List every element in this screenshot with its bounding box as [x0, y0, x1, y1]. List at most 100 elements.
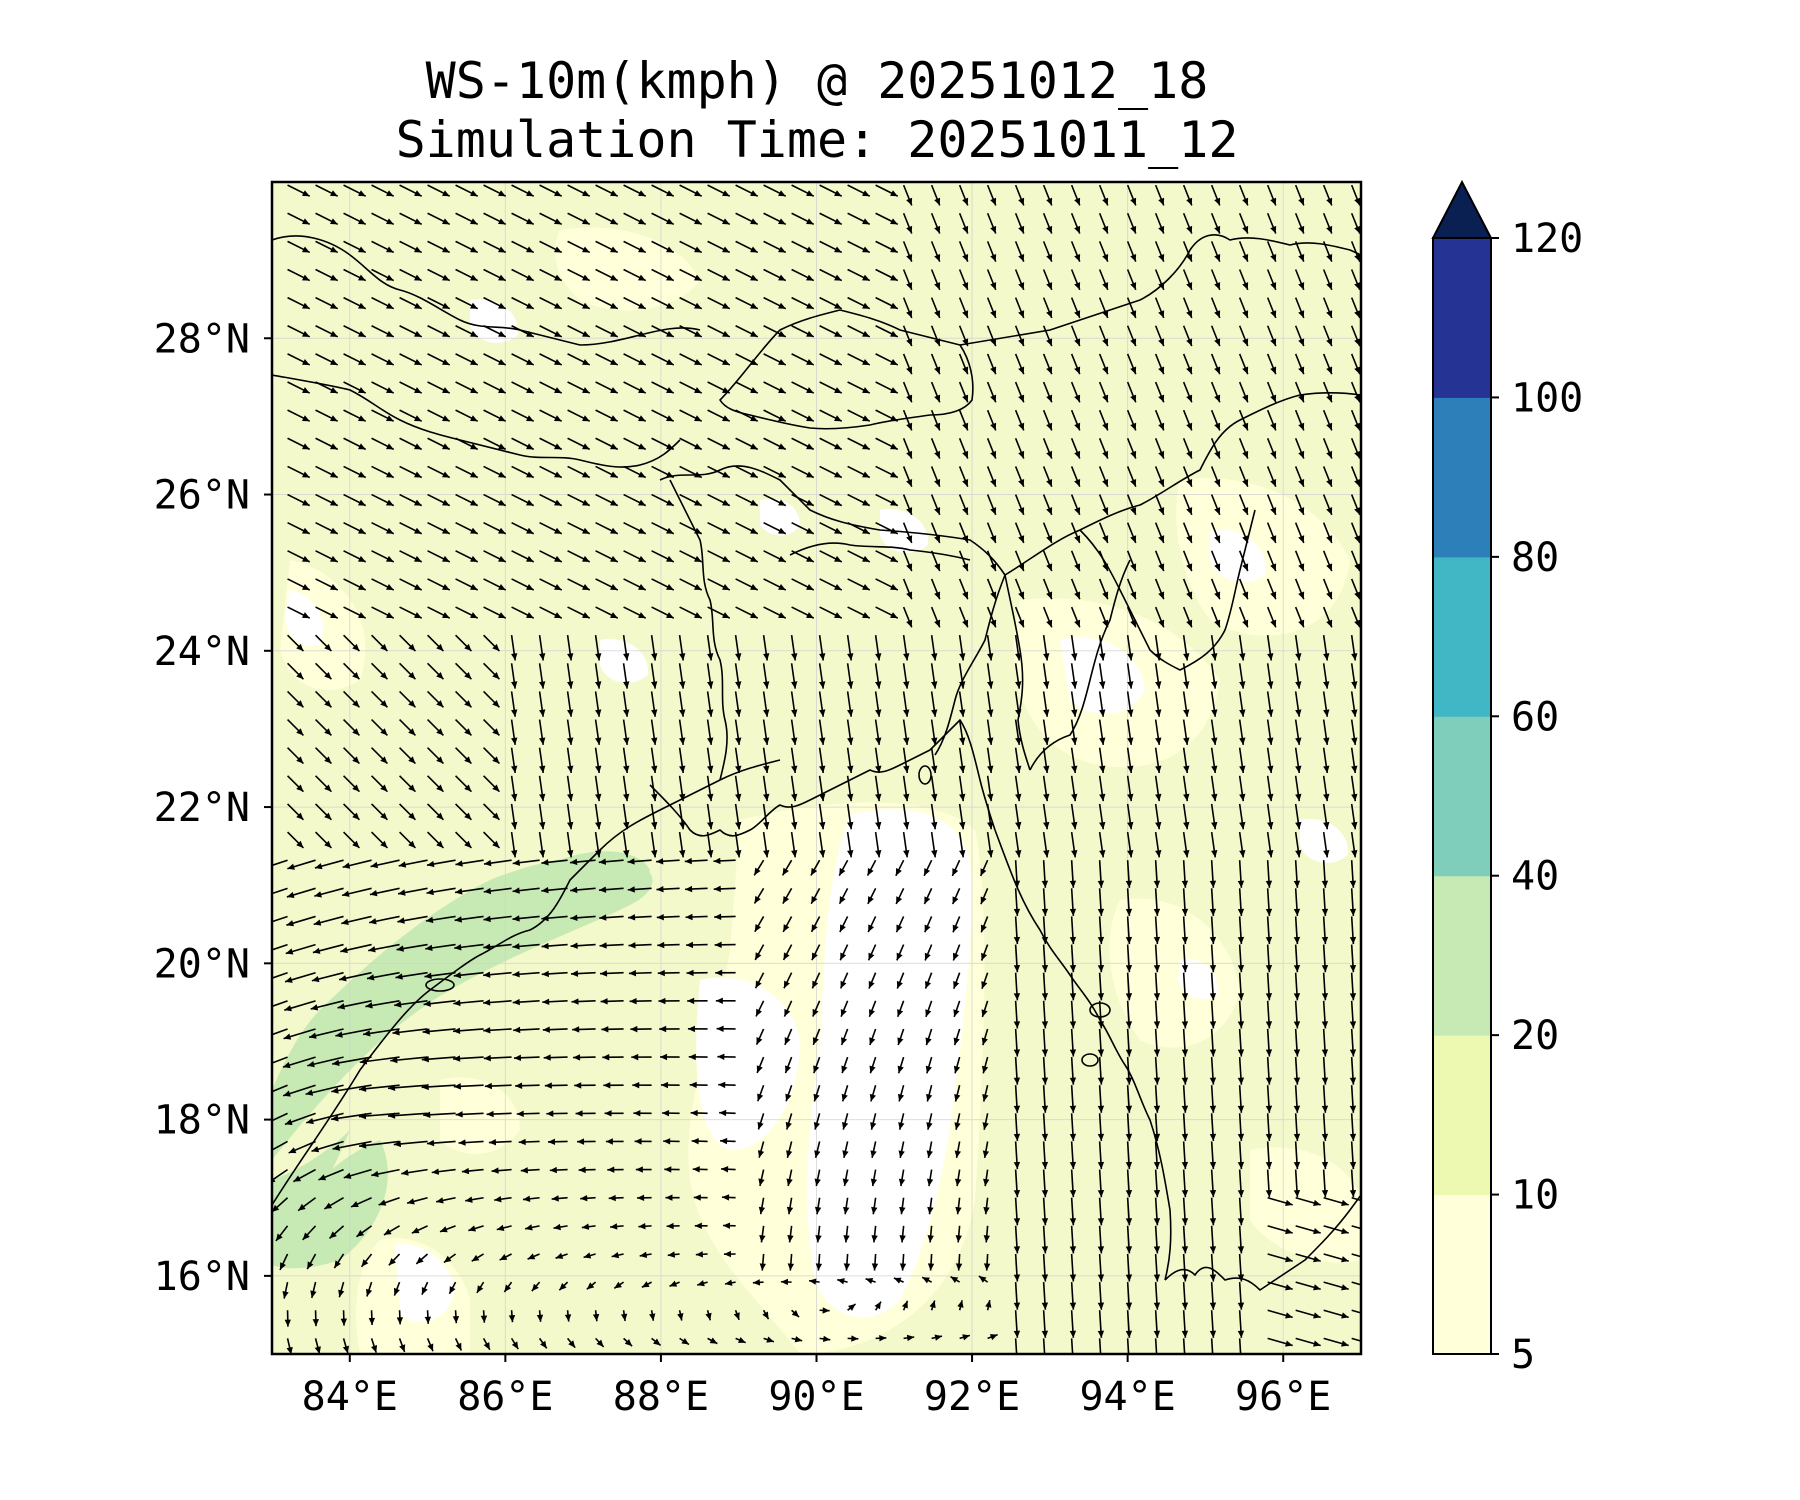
wind-vector-1250	[343, 437, 367, 451]
wind-vector-179	[927, 1225, 934, 1243]
wind-vector-230	[1267, 1196, 1293, 1207]
wind-vector-1109	[763, 550, 787, 563]
wind-vector-1054	[315, 578, 339, 591]
wind-vector-1014	[287, 606, 311, 619]
wind-vector-1408	[399, 325, 423, 338]
wind-vector-113	[1267, 1281, 1293, 1291]
wind-vector-1411	[483, 325, 507, 338]
wind-vector-1390	[986, 353, 997, 375]
wind-vector-285	[605, 1138, 624, 1145]
wind-vector-959	[930, 663, 938, 689]
wind-vector-986	[594, 635, 602, 661]
wind-vector-648	[951, 888, 961, 905]
wind-vector-1582	[902, 212, 913, 234]
wind-vector-994	[818, 635, 826, 661]
wind-vector-126	[527, 1253, 540, 1260]
wind-vector-104	[1013, 1282, 1021, 1310]
wind-vector-698	[1265, 860, 1273, 888]
wind-vector-1520	[1350, 269, 1361, 291]
wind-vector-1178	[511, 493, 535, 507]
wind-vector-736	[1238, 831, 1246, 858]
wind-vector-1186	[735, 493, 759, 507]
wind-vector-1513	[1154, 269, 1165, 291]
wind-vector-1230	[875, 465, 899, 479]
wind-vector-76	[1323, 1309, 1349, 1319]
wind-vector-1140	[539, 521, 563, 535]
wind-vector-725	[930, 831, 938, 858]
wind-vector-1078	[986, 578, 997, 600]
wind-vector-628	[369, 887, 400, 897]
wind-vector-274	[288, 1140, 316, 1154]
wind-vector-1608	[539, 184, 563, 197]
wind-vector-154	[1323, 1253, 1349, 1263]
wind-vector-158	[328, 1225, 345, 1239]
wind-vector-1516	[1238, 269, 1249, 291]
wind-vector-1020	[455, 606, 479, 619]
wind-vector-997	[902, 635, 910, 661]
wind-vector-83	[421, 1281, 429, 1296]
wind-vector-926	[1098, 691, 1106, 717]
wind-vector-596	[570, 914, 596, 922]
wind-vector-1096	[399, 550, 423, 563]
wind-vector-1166	[1266, 522, 1277, 544]
wind-vector-517	[541, 970, 568, 978]
wind-vector-1091	[1350, 578, 1361, 600]
wind-vector-289	[720, 1137, 736, 1145]
wind-vector-1437	[1210, 325, 1221, 347]
wind-vector-1552	[1154, 241, 1165, 262]
wind-vector-1206	[1294, 494, 1305, 516]
wind-vector-755	[678, 803, 686, 830]
wind-vector-378	[1041, 1085, 1049, 1113]
wind-vector-561	[685, 941, 708, 949]
wind-vector-1116	[958, 550, 969, 572]
wind-vector-357	[421, 1083, 456, 1091]
wind-vector-439	[542, 1026, 568, 1033]
wind-vector-96	[780, 1278, 792, 1286]
wind-vector-757	[734, 803, 742, 830]
wind-vector-867	[538, 719, 546, 745]
wind-vector-35	[1267, 1337, 1293, 1347]
wind-vector-206	[580, 1195, 596, 1202]
wind-vector-81	[366, 1281, 373, 1297]
wind-vector-1607	[511, 184, 535, 197]
wind-vector-947	[594, 663, 602, 689]
wind-vector-408	[784, 1056, 793, 1074]
wind-vector-110	[1181, 1282, 1189, 1310]
wind-vector-1023	[539, 606, 563, 619]
wind-vector-538	[1153, 972, 1161, 1001]
wind-vector-982	[483, 634, 501, 652]
wind-vector-430	[283, 1028, 316, 1040]
wind-vector-750	[538, 803, 546, 830]
wind-vector-1282	[1238, 437, 1249, 459]
wind-vector-1262	[679, 437, 703, 451]
wind-vector-1182	[623, 493, 647, 507]
wind-vector-133	[723, 1250, 736, 1258]
wind-vector-516	[512, 971, 540, 978]
wind-vector-1112	[847, 550, 871, 563]
wind-vector-1009	[1238, 635, 1246, 661]
wind-vector-1110	[791, 550, 815, 563]
wind-vector-632	[483, 887, 512, 895]
wind-vector-1241	[1182, 466, 1193, 487]
wind-vector-992	[762, 635, 770, 661]
wind-vector-883	[986, 719, 994, 745]
wind-vector-462	[1209, 1028, 1217, 1057]
wind-vector-160	[383, 1225, 400, 1236]
wind-vector-525	[783, 972, 793, 989]
wind-vector-1430	[1014, 325, 1025, 347]
wind-vector-1237	[1070, 466, 1081, 487]
wind-vector-687	[951, 859, 961, 877]
wind-vector-41	[340, 1310, 348, 1326]
wind-vector-380	[1097, 1085, 1105, 1113]
wind-vector-1489	[483, 268, 507, 282]
wind-vector-415	[981, 1056, 989, 1074]
wind-vector-1271	[930, 437, 941, 459]
wind-vector-372	[869, 1084, 877, 1102]
wind-vector-605	[839, 916, 849, 933]
wind-vector-1457	[679, 296, 703, 310]
wind-vector-753	[622, 803, 630, 830]
wind-vector-643	[810, 887, 821, 905]
wind-vector-389	[1349, 1085, 1357, 1113]
wind-vector-1521	[287, 240, 311, 254]
